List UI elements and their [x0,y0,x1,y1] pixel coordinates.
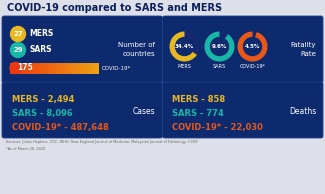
FancyBboxPatch shape [43,62,46,74]
Text: MERS - 2,494: MERS - 2,494 [12,95,74,104]
FancyBboxPatch shape [25,62,28,74]
FancyBboxPatch shape [162,16,323,83]
FancyBboxPatch shape [19,62,22,74]
Circle shape [10,27,25,42]
Text: COVID-19*: COVID-19* [240,63,266,68]
Wedge shape [170,31,197,61]
Wedge shape [204,31,235,61]
Circle shape [176,37,193,55]
FancyBboxPatch shape [2,16,162,83]
FancyBboxPatch shape [72,62,76,74]
Text: COVID-19* - 487,648: COVID-19* - 487,648 [12,123,109,132]
FancyBboxPatch shape [93,62,96,74]
FancyBboxPatch shape [28,62,31,74]
Text: 29: 29 [13,47,23,53]
Text: 4.5%: 4.5% [245,44,260,49]
Text: MERS: MERS [29,29,53,38]
FancyBboxPatch shape [78,62,82,74]
Text: Fatality
Rate: Fatality Rate [291,42,316,57]
Circle shape [10,42,25,57]
Text: MERS - 858: MERS - 858 [173,95,226,104]
FancyBboxPatch shape [84,62,87,74]
FancyBboxPatch shape [46,62,49,74]
Wedge shape [170,31,200,61]
FancyBboxPatch shape [55,62,58,74]
FancyBboxPatch shape [69,62,72,74]
Wedge shape [238,31,267,61]
FancyBboxPatch shape [48,62,52,74]
Text: Number of
countries: Number of countries [119,42,155,57]
Wedge shape [204,31,235,61]
FancyBboxPatch shape [162,82,323,138]
FancyBboxPatch shape [22,62,25,74]
FancyBboxPatch shape [16,62,19,74]
FancyBboxPatch shape [40,62,43,74]
Text: 9.6%: 9.6% [212,44,227,49]
Text: SARS - 774: SARS - 774 [173,109,224,118]
Text: MERS: MERS [177,63,191,68]
FancyBboxPatch shape [58,62,61,74]
Text: Deaths: Deaths [289,107,316,117]
FancyBboxPatch shape [10,62,13,74]
Text: Cases: Cases [133,107,155,117]
FancyBboxPatch shape [96,62,99,74]
Text: 27: 27 [13,31,23,37]
FancyBboxPatch shape [75,62,79,74]
FancyBboxPatch shape [87,62,90,74]
FancyBboxPatch shape [31,62,34,74]
Text: 34.4%: 34.4% [175,44,194,49]
Text: SARS: SARS [213,63,226,68]
FancyBboxPatch shape [90,62,93,74]
Text: Sources: Johns Hopkins, CDC, WHO, New England Journal of Medicine, Malaysian Jou: Sources: Johns Hopkins, CDC, WHO, New En… [6,140,198,144]
FancyBboxPatch shape [52,62,55,74]
Text: COVID-19 compared to SARS and MERS: COVID-19 compared to SARS and MERS [7,3,222,13]
FancyBboxPatch shape [34,62,37,74]
Text: COVID-19* - 22,030: COVID-19* - 22,030 [173,123,263,132]
Text: *As of March 26, 2020: *As of March 26, 2020 [6,147,46,151]
Text: 175: 175 [18,63,33,73]
FancyBboxPatch shape [60,62,64,74]
Circle shape [243,37,262,55]
Circle shape [211,37,228,55]
Wedge shape [238,31,267,61]
FancyBboxPatch shape [13,62,16,74]
Text: SARS: SARS [29,46,51,55]
Text: COVID-19*: COVID-19* [102,66,131,70]
FancyBboxPatch shape [37,62,40,74]
Text: SARS - 8,096: SARS - 8,096 [12,109,73,118]
FancyBboxPatch shape [63,62,67,74]
FancyBboxPatch shape [2,82,162,138]
FancyBboxPatch shape [66,62,70,74]
FancyBboxPatch shape [81,62,84,74]
Circle shape [10,62,21,74]
